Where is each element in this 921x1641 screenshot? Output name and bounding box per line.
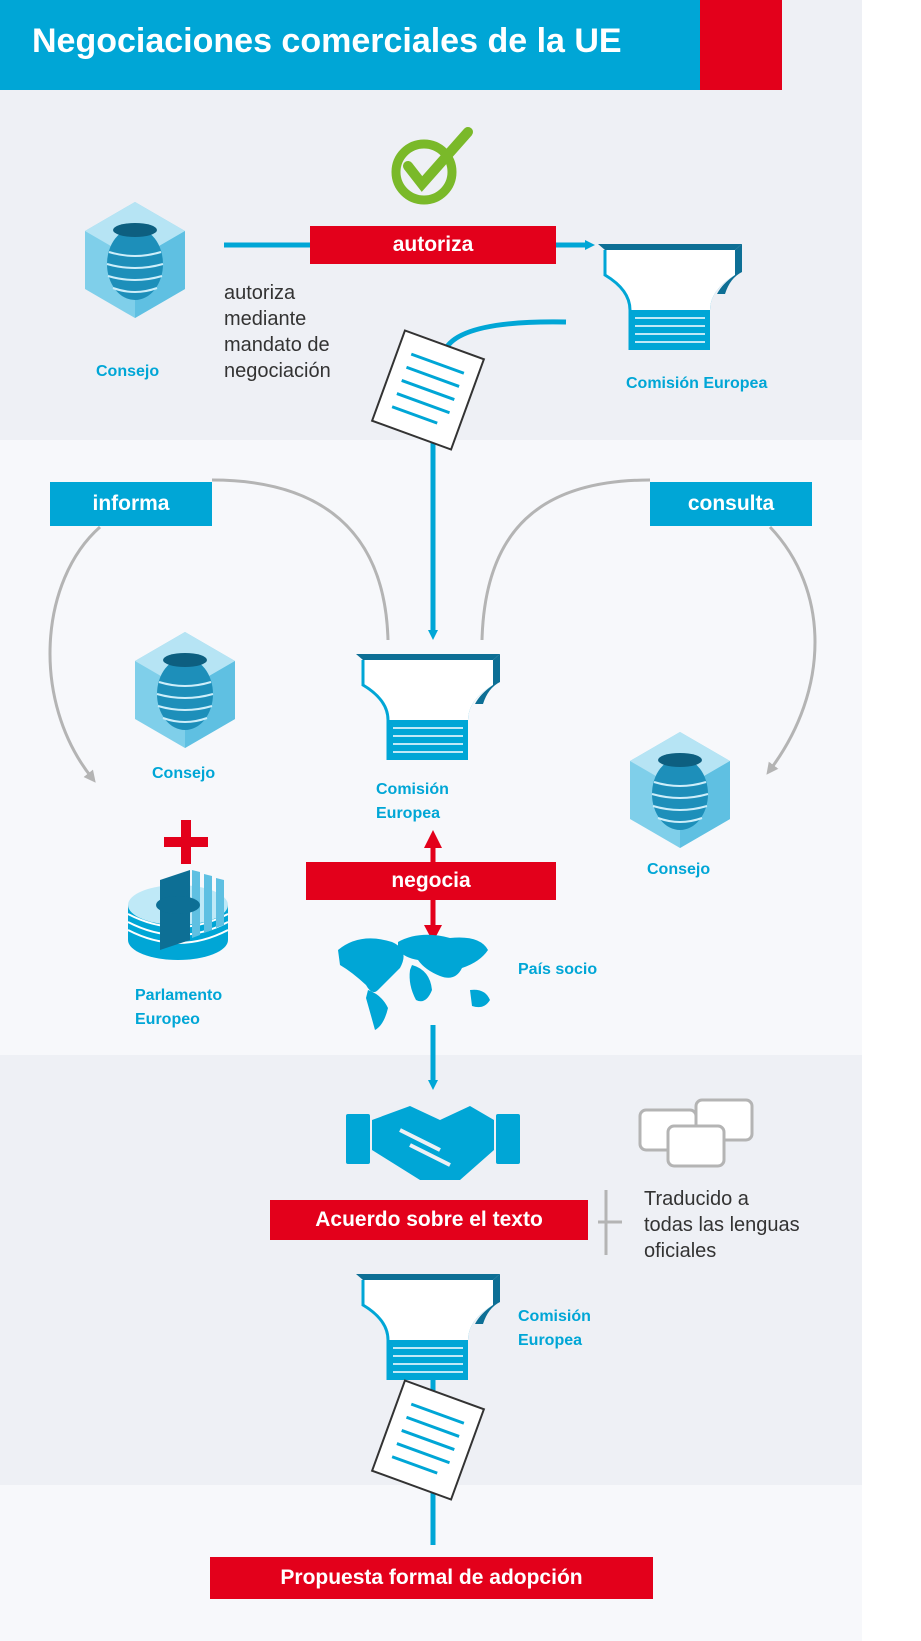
comision-mid-caption-2: Europea: [376, 805, 441, 822]
translation-bracket: [598, 1190, 622, 1255]
translated-line-2: todas las lenguas: [644, 1214, 800, 1236]
world-map-icon: [338, 934, 490, 1030]
mandate-line-2: mediante: [224, 308, 307, 330]
handshake-icon: [346, 1106, 520, 1180]
mandate-line-3: mandato de: [224, 334, 330, 356]
informa-curve-top: [211, 478, 390, 641]
mandate-line-1: autoriza: [224, 282, 296, 304]
consulta-label: consulta: [650, 482, 812, 526]
negocia-arrow-up: [424, 830, 442, 848]
parliament-icon: [127, 870, 229, 960]
mandate-text: autoriza mediante mandato de negociación: [224, 280, 331, 384]
comision-bottom-caption-1: Comisión: [518, 1308, 591, 1325]
parlamento-caption-1: Parlamento: [135, 987, 223, 1004]
propuesta-label: Propuesta formal de adopción: [210, 1557, 653, 1599]
consejo-right-caption: Consejo: [647, 861, 711, 878]
council-icon: [629, 731, 731, 849]
speech-bubbles-icon: [638, 1098, 754, 1168]
title-accent: [700, 0, 782, 90]
translated-line-3: oficiales: [644, 1240, 717, 1262]
comision-bottom-caption-2: Europea: [518, 1332, 583, 1349]
comision-mid-caption-1: Comisión: [376, 781, 449, 798]
mandate-line: [442, 319, 567, 352]
page-title: Negociaciones comerciales de la UE: [32, 22, 622, 60]
parlamento-caption-2: Europeo: [135, 1011, 200, 1028]
acuerdo-label: Acuerdo sobre el texto: [270, 1200, 588, 1240]
autoriza-label: autoriza: [310, 226, 556, 264]
plus-icon: [164, 820, 208, 864]
translated-line-1: Traducido a: [644, 1188, 749, 1210]
consejo-top-caption: Consejo: [96, 363, 160, 380]
commission-icon: [596, 242, 744, 352]
council-icon: [84, 201, 186, 319]
comision-top-caption: Comisión Europea: [626, 375, 768, 392]
informa-curve-left: [48, 525, 101, 783]
council-icon: [134, 631, 236, 749]
title-bar: [0, 0, 700, 90]
consulta-curve-top: [480, 478, 651, 641]
commission-icon: [354, 652, 502, 762]
informa-label: informa: [50, 482, 212, 526]
consejo-mid-caption: Consejo: [152, 765, 216, 782]
negocia-label: negocia: [306, 862, 556, 900]
document-icon: [370, 329, 486, 451]
check-icon: [391, 127, 473, 205]
pais-socio-caption: País socio: [518, 961, 598, 978]
translated-text: Traducido a todas las lenguas oficiales: [644, 1186, 800, 1264]
document-icon: [370, 1379, 486, 1501]
negocia-arrow-down: [424, 925, 442, 942]
mandate-line-4: negociación: [224, 360, 331, 382]
commission-icon: [354, 1272, 502, 1382]
consulta-curve-right: [766, 525, 817, 775]
